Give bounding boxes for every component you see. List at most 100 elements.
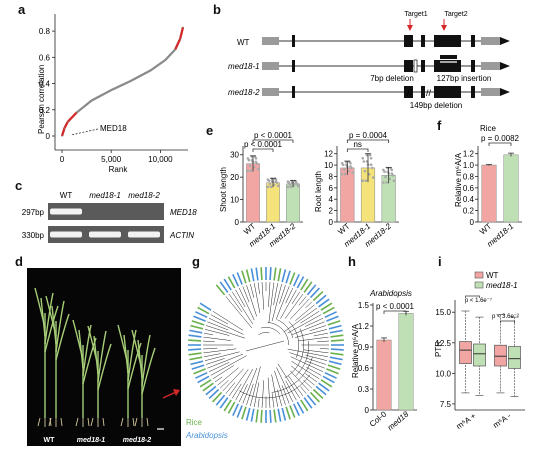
root-ytick-label-0: 12	[324, 150, 333, 159]
tree-branch	[277, 363, 301, 399]
panel-f-ylabel: Relative m⁶A/A	[454, 152, 463, 207]
seedling-leaf	[78, 329, 84, 369]
tree-leaf-label	[219, 397, 229, 409]
ptr-ytick-label-2: 10.0	[435, 369, 451, 378]
tree-branch	[219, 380, 229, 389]
tree-leaf-label	[197, 375, 210, 384]
panel-h-title: Arabidopsis	[369, 289, 412, 298]
exon-3-med18-1	[421, 60, 425, 72]
tree-leaf-label	[255, 267, 259, 281]
tree-leaf-label	[227, 276, 236, 289]
root-dot	[361, 179, 365, 182]
tree-branch	[242, 286, 250, 303]
correlation-high-tail	[174, 26, 185, 50]
correlation-point	[174, 48, 176, 51]
shoot-dot	[268, 182, 272, 186]
tree-branch	[267, 377, 271, 408]
tree-branch	[291, 321, 325, 336]
root-ytick-label-3: 6	[329, 184, 334, 193]
seedling-leaf	[44, 305, 59, 353]
tree-leaf-label	[241, 406, 247, 420]
exon-1-med18-1	[292, 60, 295, 72]
panel-a-label: a	[18, 2, 26, 17]
tree-leaf-label	[215, 284, 226, 296]
tree-leaf-label	[326, 368, 339, 375]
deletion-break-left: //	[407, 88, 413, 98]
panel-c: c WT med18-1 med18-2 297bp 330bp MED18 A…	[15, 178, 197, 243]
tree-branch	[207, 321, 229, 331]
tree-branch	[206, 358, 225, 365]
exon-1-wt	[292, 35, 295, 47]
utr5-med18-2	[262, 88, 279, 96]
tree-branch	[284, 293, 304, 319]
tree-branch	[287, 348, 328, 358]
rice-m6a-ytick-label-3: 0.6	[463, 184, 475, 193]
seedling-leaf	[97, 343, 112, 391]
root-dot	[364, 179, 368, 182]
arabidopsis-m6a-ytick-label-3: 0.6	[358, 364, 370, 373]
root-dot	[370, 166, 374, 170]
tree-branch	[204, 329, 230, 336]
shoot-dot	[254, 160, 258, 164]
tree-branch	[285, 380, 297, 401]
tree-leaf-label	[250, 268, 255, 282]
tree-branch	[261, 282, 265, 310]
gel-band-actin-med18-1	[89, 231, 121, 238]
lane-label-med18-1: med18-1	[89, 191, 121, 200]
tree-leaf-label	[327, 364, 341, 370]
target2-label: Target2	[444, 11, 467, 18]
tree-branch	[261, 380, 265, 408]
utr5-wt	[262, 37, 279, 45]
shoot-dot	[256, 167, 260, 171]
shoot-dot	[249, 169, 253, 173]
panel-a-xtick-label-1: 5,000	[101, 155, 122, 164]
panel-i-label: i	[438, 254, 442, 269]
root-dot	[385, 181, 388, 184]
tree-branch	[235, 368, 254, 401]
deletion-7bp-mark	[413, 59, 418, 73]
tree-leaf-label	[245, 269, 251, 283]
rice-m6a-category-wt: WT	[478, 222, 493, 237]
band-size-297bp: 297bp	[22, 208, 45, 217]
tree-leaf-label	[199, 302, 212, 311]
arabidopsis-m6a-ytick-label-4: 0.3	[358, 385, 370, 394]
root-dot	[371, 176, 375, 179]
rice-m6a-ytick-label-5: 0.2	[463, 207, 475, 216]
insertion-127bp-mark	[440, 55, 457, 59]
tree-leaf-label	[300, 278, 309, 291]
tree-leaf-label	[189, 356, 203, 361]
panel-a-xtick-label-2: 10,000	[148, 155, 173, 164]
tree-branch	[305, 301, 313, 309]
tree-branch	[228, 293, 243, 313]
arabidopsis-m6a-category-med18: med18	[386, 409, 411, 432]
arabidopsis-m6a-ytick-label-2: 0.9	[358, 343, 370, 352]
correlation-point	[182, 26, 184, 28]
tree-branch	[300, 386, 307, 394]
tree-branch	[231, 291, 254, 325]
root-ylabel: Root length	[314, 171, 323, 212]
tree-leaf-label	[245, 407, 251, 421]
tree-leaf-label	[190, 324, 204, 330]
shoot-dot	[276, 184, 280, 188]
ptr-sig-label-0: p < 1.6e⁻⁷	[465, 297, 492, 304]
tree-branch	[210, 355, 247, 376]
shoot-dot	[286, 185, 290, 189]
tree-leaf-label	[208, 388, 220, 399]
tree-arc	[271, 356, 313, 393]
arabidopsis-m6a-ytick-label-1: 1.2	[358, 322, 370, 331]
photo-caption-med18-1: med18-1	[77, 437, 106, 444]
deletion-149bp-label: 149bp deletion	[410, 101, 463, 110]
panel-a-ytick-label-1: 0.6	[39, 53, 51, 62]
tree-branch	[203, 340, 215, 343]
tree-leaf-label	[309, 391, 320, 403]
root-dot	[340, 172, 344, 176]
panel-g-label: g	[192, 254, 200, 269]
gel-band-actin-med18-2	[128, 231, 160, 238]
root-dot	[343, 172, 347, 176]
root-ytick-label-1: 10	[324, 161, 333, 170]
tree-leaf-label	[330, 339, 344, 342]
shoot-ytick-label-2: 10	[230, 196, 239, 205]
root-dot	[340, 162, 344, 165]
seedling-leaf	[82, 324, 92, 377]
root-sig-label-0: p = 0.0004	[349, 131, 388, 140]
